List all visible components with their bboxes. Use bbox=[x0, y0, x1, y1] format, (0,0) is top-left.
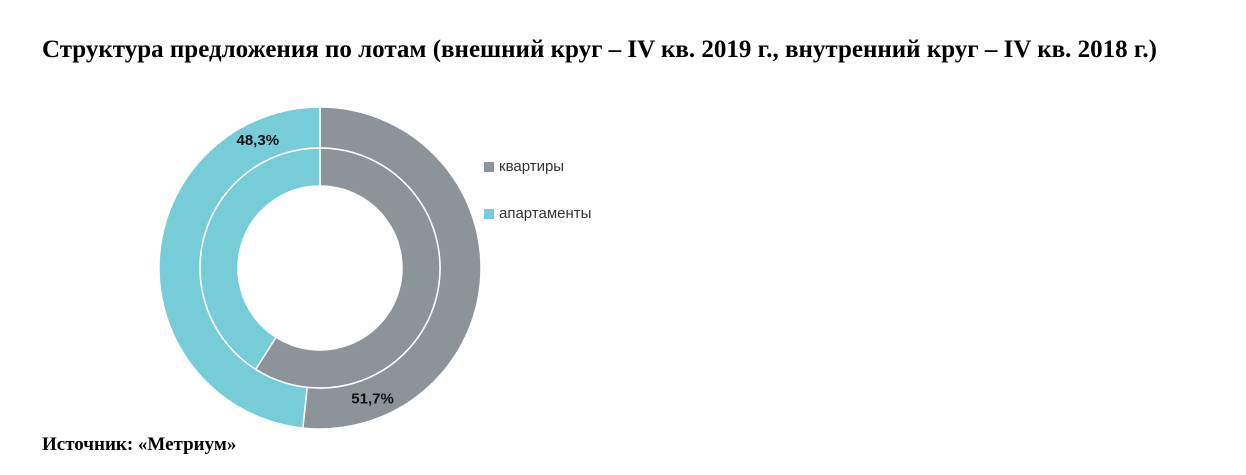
source-note: Источник: «Метриум» bbox=[42, 434, 237, 455]
data-label: 48,3% bbox=[237, 132, 280, 149]
donut-slice bbox=[254, 147, 441, 389]
legend-swatch bbox=[484, 162, 494, 172]
legend-swatch bbox=[484, 209, 494, 219]
legend-label: квартиры bbox=[499, 158, 564, 175]
data-label: 51,7% bbox=[351, 390, 394, 407]
chart-title: Структура предложения по лотам (внешний … bbox=[42, 36, 1157, 63]
legend-label: апартаменты bbox=[499, 205, 591, 222]
donut-slice bbox=[199, 147, 321, 371]
